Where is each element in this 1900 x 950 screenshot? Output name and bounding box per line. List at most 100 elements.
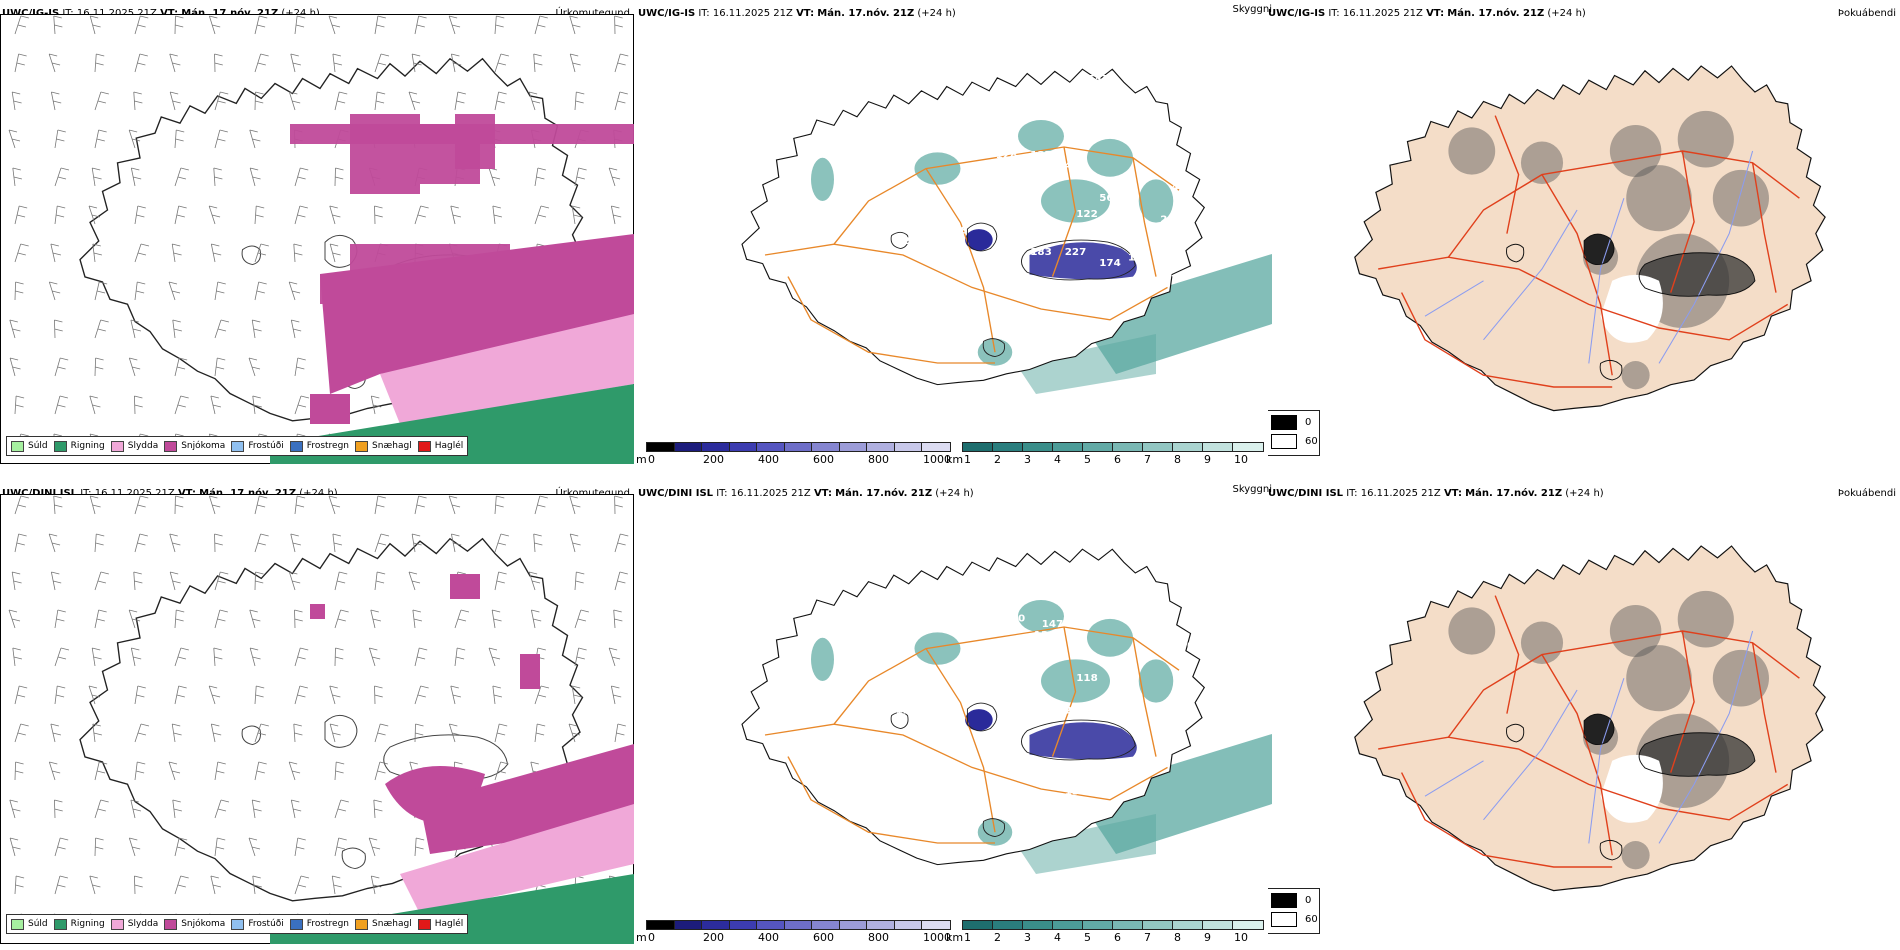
cloud-area xyxy=(1041,179,1110,223)
cloud-area xyxy=(811,637,834,681)
legend-swatch xyxy=(289,918,303,930)
legend-item: Slydda xyxy=(110,918,158,930)
fog-legend: 0 60 xyxy=(1268,888,1320,934)
legend-label: Slydda xyxy=(127,441,159,451)
colorbar-segment xyxy=(1082,920,1114,930)
fog-legend-label: 0 xyxy=(1305,417,1312,428)
ceiling-value: 61 xyxy=(1149,128,1163,139)
lead-time: (+24 h) xyxy=(299,488,338,499)
colorbar-segment xyxy=(1082,442,1114,452)
panel-header: UWC/DINI ISL IT: 16.11.2025 21Z VT: Mán.… xyxy=(1268,488,1604,500)
legend-item: Snjókoma xyxy=(164,440,225,452)
model-name: UWC/IG-IS xyxy=(638,8,696,19)
glacier-outline xyxy=(383,734,509,782)
legend-item: Haglél xyxy=(417,918,463,930)
colorbar-segment xyxy=(921,920,951,930)
legend-swatch xyxy=(11,440,24,452)
ceiling-value: 174 xyxy=(1099,258,1121,269)
fog-area xyxy=(1584,234,1615,265)
legend-label: Snæhagl xyxy=(372,919,412,929)
ceiling-value: 12 xyxy=(896,236,910,247)
lead-time: (+24 h) xyxy=(917,8,956,19)
legend-item: Snæhagl xyxy=(355,440,412,452)
colorbar-tick: 400 xyxy=(758,931,779,944)
ceiling-value: 21 xyxy=(1034,96,1048,107)
colorbar-tick: 400 xyxy=(758,453,779,466)
ceiling-value: 366 xyxy=(1180,204,1202,215)
colorbar-segment xyxy=(921,442,951,452)
ceiling-value: 137 xyxy=(1030,150,1052,161)
panel-header: UWC/IG-IS IT: 16.11.2025 21Z VT: Mán. 17… xyxy=(2,8,320,20)
ceiling-visibility-panel: UWC/DINI ISL IT: 16.11.2025 21Z VT: Mán.… xyxy=(636,480,1276,950)
legend-label: Frostúði xyxy=(248,919,284,929)
no-data-area xyxy=(1600,754,1663,823)
colorbar-segment xyxy=(1202,920,1234,930)
colorbar-tick: 1 xyxy=(964,453,971,466)
glacier-outline xyxy=(1638,732,1756,777)
ceiling-value: 122 xyxy=(1076,209,1098,220)
ceiling-value: 159 xyxy=(1065,787,1087,798)
fog-index-panel: UWC/DINI ISL IT: 16.11.2025 21Z VT: Mán.… xyxy=(1268,480,1900,950)
ceiling-value: 26 xyxy=(1160,215,1174,226)
legend-label: Frostregn xyxy=(306,919,350,929)
legend-item: Snæhagl xyxy=(355,918,412,930)
colorbar-segment xyxy=(756,442,786,452)
colorbar-segment xyxy=(673,920,703,930)
fog-index-map xyxy=(1354,545,1826,892)
legend-label: Rigning xyxy=(70,919,105,929)
init-time: 16.11.2025 21Z xyxy=(1342,8,1423,19)
colorbar-tick: 200 xyxy=(703,453,724,466)
legend-swatch xyxy=(53,918,67,930)
ceiling-value: 444 xyxy=(1065,161,1087,172)
valid-time: Mán. 17.nóv. 21Z xyxy=(181,8,279,19)
colorbar-unit: m xyxy=(636,453,647,466)
colorbar-unit: km xyxy=(946,931,964,944)
colorbar-segment xyxy=(1022,920,1054,930)
fog-area xyxy=(1677,590,1734,648)
colorbar-segment xyxy=(811,920,841,930)
cloud-area xyxy=(811,157,834,201)
glacier-outline xyxy=(1506,243,1525,263)
ceiling-value: 88 xyxy=(953,226,967,237)
colorbar-segment xyxy=(893,442,923,452)
fog-area xyxy=(1448,127,1496,175)
cloud-area xyxy=(914,632,961,665)
fog-area xyxy=(1712,649,1769,707)
legend-swatch xyxy=(417,918,431,930)
colorbar-segment xyxy=(962,920,994,930)
ceiling-value: 227 xyxy=(1065,247,1087,258)
glacier-outline xyxy=(982,338,1006,357)
colorbar-tick: 5 xyxy=(1084,453,1091,466)
panel-header: UWC/IG-IS IT: 16.11.2025 21Z VT: Mán. 17… xyxy=(1268,8,1586,20)
cloud-area xyxy=(1041,659,1110,703)
valid-time-label: VT: xyxy=(813,488,832,499)
panel-header: UWC/DINI ISL IT: 16.11.2025 21Z VT: Mán.… xyxy=(638,488,974,500)
colorbar-tick: 9 xyxy=(1204,453,1211,466)
legend-item: Frostúði xyxy=(231,918,284,930)
colorbar-tick: 200 xyxy=(703,931,724,944)
cloud-area xyxy=(1018,120,1064,153)
legend-swatch xyxy=(53,440,67,452)
lead-time: (+24 h) xyxy=(1547,8,1586,19)
colorbar-tick: 1 xyxy=(964,931,971,944)
legend-swatch xyxy=(355,918,369,930)
glacier-outline xyxy=(1638,252,1756,297)
ceiling-value: 168 xyxy=(1042,711,1064,722)
precip-type-legend: Súld Rigning Slydda Snjókoma Frostúði Frostre… xyxy=(6,436,469,456)
fog-area xyxy=(1520,141,1564,185)
colorbar-segment xyxy=(701,920,731,930)
panel-header: UWC/IG-IS IT: 16.11.2025 21Z VT: Mán. 17… xyxy=(638,8,956,20)
colorbar-segment xyxy=(992,442,1024,452)
no-data-area xyxy=(1600,274,1663,343)
ceiling-value: 997 xyxy=(1157,274,1179,285)
ceiling-value: 42 xyxy=(1172,182,1186,193)
low-ceiling-area xyxy=(965,229,993,251)
ceiling-value: 81 xyxy=(948,711,962,722)
colorbar-segment xyxy=(1112,920,1144,930)
glacier-outline xyxy=(966,702,998,732)
precip-type-panel: UWC/DINI ISL IT: 16.11.2025 21Z VT: Mán.… xyxy=(0,480,636,950)
glacier-outline xyxy=(1599,359,1623,381)
init-time-label: IT: xyxy=(1328,8,1340,19)
legend-label: Rigning xyxy=(70,441,105,451)
